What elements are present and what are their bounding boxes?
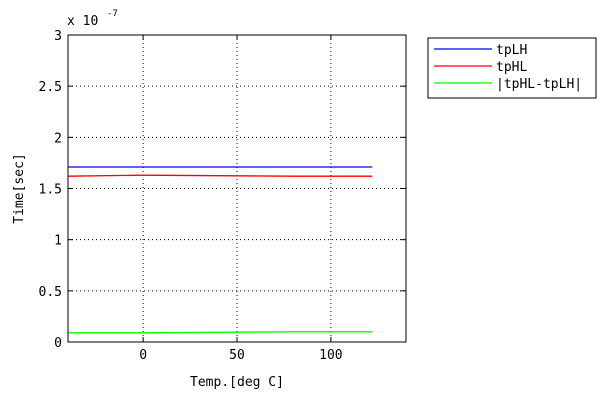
y-tick-label: 3 [54,29,62,44]
y-tick-label: 2.5 [39,80,62,95]
x-tick-label: 100 [319,348,342,363]
y-tick-label: 2 [54,131,62,146]
series-line [67,174,373,177]
legend-label: tpHL [496,60,527,75]
y-axis-multiplier: x 10 -7 [67,9,118,29]
y-multiplier-exponent: -7 [107,9,118,19]
x-tick-label: 0 [139,348,147,363]
y-tick-label: 1 [54,234,62,249]
y-tick-label: 0.5 [39,285,62,300]
x-axis-label: Temp.[deg C] [190,375,284,390]
legend-label: tpLH [496,43,527,58]
legend-label: |tpHL-tpLH| [496,77,582,92]
grid [68,35,406,342]
x-tick-label: 50 [229,348,245,363]
series-line [68,331,373,334]
series-lines [67,166,373,334]
legend: tpLH tpHL |tpHL-tpLH| [427,37,597,99]
y-multiplier-base: x 10 [67,14,98,29]
y-axis-label: Time[sec] [12,153,27,223]
legend-box [427,37,597,99]
y-tick-label: 0 [54,336,62,351]
x-axis: 0 50 100 [139,35,343,363]
y-tick-label: 1.5 [39,183,62,198]
y-axis: 0 0.5 1 1.5 2 2.5 3 [39,29,406,351]
